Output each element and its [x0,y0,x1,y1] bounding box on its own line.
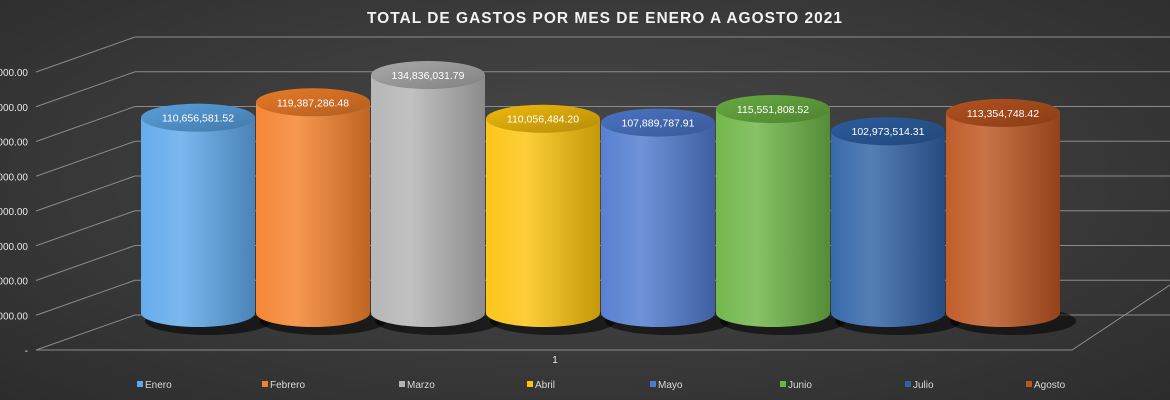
bar-top [831,117,945,146]
bar-top [486,104,600,133]
bar-body [486,118,600,327]
bar-body [831,131,945,327]
legend-item-agosto: Agosto [1026,380,1066,391]
legend-item-febrero: Febrero [262,380,305,391]
bar-abril [486,104,600,327]
chart-title: TOTAL DE GASTOS POR MES DE ENERO A AGOST… [366,10,844,27]
data-label: 134,836,031.79 [392,70,465,82]
legend-swatch [650,381,656,387]
x-category-label: 1 [552,355,558,366]
legend-label: Enero [145,380,172,391]
legend-item-julio: Julio [905,380,934,391]
legend-swatch [399,381,405,387]
gridline-side [35,36,136,73]
data-label-layer: 110,656,581.52 119,387,286.48 134,836,031.… [162,70,1039,138]
y-tick-label: 20,000,000.00 [0,311,28,322]
bar-top [141,103,255,132]
data-label: 110,056,484.20 [507,114,579,126]
data-label: 107,889,787.91 [622,118,695,130]
legend-swatch [137,381,143,387]
data-label: 102,973,514.31 [852,126,925,138]
data-label: 119,387,286.48 [277,97,349,109]
bar-top [601,108,715,137]
legend-label: Marzo [407,380,435,391]
bar-top [716,95,830,124]
bar-agosto [946,98,1060,327]
bar-mayo [601,108,715,328]
data-label: 115,551,808.52 [737,104,809,116]
gridline-side [35,140,136,177]
gridline-side [35,210,136,247]
gridline-side [35,106,136,142]
bar-body [371,75,485,327]
gridline-side [35,314,136,351]
legend: Enero Febrero Marzo Abril Mayo Junio Julio Agos… [137,380,1066,391]
bar-junio [716,95,830,327]
y-tick-label: 160,000,000.00 [0,68,28,79]
gridline-side [35,71,136,108]
y-tick-labels: - 20,000,000.00 40,000,000.00 60,000,000.00… [0,68,28,357]
data-label: 110,656,581.52 [162,113,234,125]
bar-body [256,102,370,328]
y-tick-label: 80,000,000.00 [0,207,28,218]
gridline-side [35,245,136,281]
bar-julio [831,117,945,327]
bar-febrero [256,88,370,328]
bar-body [141,117,255,327]
bar-layer [141,61,1060,328]
legend-swatch [527,381,533,387]
legend-item-abril: Abril [527,380,555,391]
legend-item-junio: Junio [780,380,812,391]
bar-body [716,109,830,327]
legend-label: Agosto [1034,380,1066,391]
legend-label: Febrero [270,380,305,391]
y-tick-label: 140,000,000.00 [0,103,28,114]
gridline-side [35,175,136,212]
y-tick-label: 60,000,000.00 [0,242,28,253]
y-tick-label: 120,000,000.00 [0,138,28,149]
legend-swatch [262,381,268,387]
y-tick-label: 40,000,000.00 [0,277,28,288]
legend-label: Junio [788,380,812,391]
legend-swatch [905,381,911,387]
y-tick-label: 100,000,000.00 [0,172,28,183]
legend-label: Julio [913,380,934,391]
legend-item-marzo: Marzo [399,380,435,391]
legend-label: Mayo [658,380,683,391]
bar-top [371,61,485,89]
floor-outline [36,284,1170,351]
y-tick-label: - [25,346,28,357]
legend-swatch [1026,381,1032,387]
legend-swatch [780,381,786,387]
bar-marzo [371,61,485,327]
bar-body [601,122,715,328]
legend-label: Abril [535,380,555,391]
bar-body [946,112,1060,327]
legend-item-enero: Enero [137,380,172,391]
legend-item-mayo: Mayo [650,380,683,391]
bar-top [256,88,370,117]
data-label: 113,354,748.42 [967,108,1039,120]
gridline-side [35,279,136,316]
bar-top [946,98,1060,127]
bar-enero [141,103,255,327]
